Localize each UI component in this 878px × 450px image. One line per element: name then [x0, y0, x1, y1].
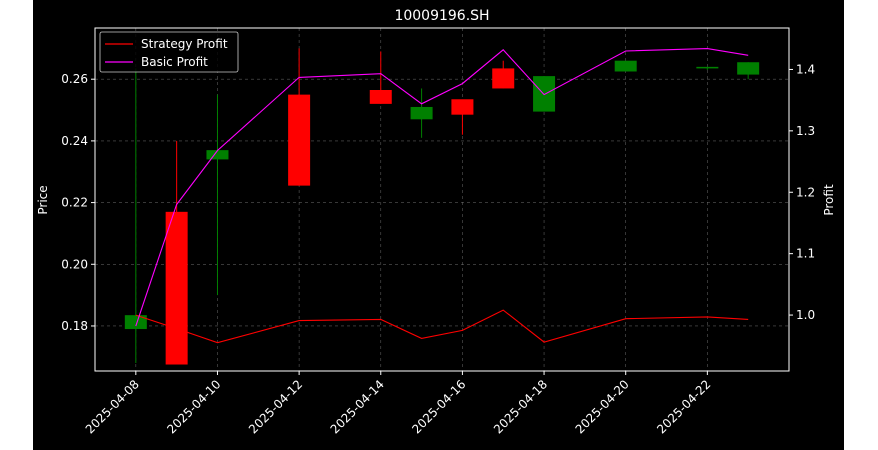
candles	[124, 48, 760, 365]
profit-lines	[135, 48, 749, 344]
y-tick-label: 0.22	[61, 196, 88, 210]
legend-strategy-label: Strategy Profit	[141, 37, 228, 51]
y2-tick-label: 1.0	[796, 308, 815, 322]
y-axis-label: Price	[36, 185, 50, 214]
x-tick-label: 2025-04-22	[654, 377, 713, 436]
y2-tick-label: 1.3	[796, 124, 815, 138]
x-tick-label: 2025-04-20	[573, 377, 632, 436]
candle-body	[288, 94, 311, 186]
candle-body	[614, 60, 637, 72]
candlestick-chart: 10009196.SH 2025-04-08 2025-04-10 2025-04-…	[36, 8, 836, 436]
candle-body	[696, 66, 719, 69]
grid	[95, 28, 789, 371]
y-tick-label: 0.24	[61, 134, 88, 148]
basic-profit-line	[135, 48, 749, 327]
x-tick-label: 2025-04-08	[83, 377, 142, 436]
candle-body	[737, 62, 760, 75]
x-tick-label: 2025-04-14	[328, 377, 387, 436]
chart-title: 10009196.SH	[394, 8, 489, 24]
plot-area-border	[94, 27, 790, 372]
y2-tick-label: 1.4	[796, 62, 815, 76]
candle-body	[369, 89, 392, 104]
x-tick-label: 2025-04-12	[246, 377, 305, 436]
y-tick-label: 0.26	[61, 72, 88, 86]
y2-tick-label: 1.2	[796, 185, 815, 199]
y-tick-label: 0.18	[61, 319, 88, 333]
candle-body	[165, 211, 188, 365]
candle-body	[206, 150, 229, 160]
legend-box	[99, 31, 239, 73]
chart-frame: 10009196.SH 2025-04-08 2025-04-10 2025-04-…	[33, 0, 844, 450]
legend-basic-label: Basic Profit	[141, 55, 208, 69]
strategy-profit-line	[135, 309, 749, 344]
candle-body	[124, 315, 147, 330]
x-tick-label: 2025-04-18	[491, 377, 550, 436]
candle-body	[410, 106, 433, 120]
candle-body	[451, 99, 474, 115]
candle-body	[492, 68, 515, 89]
x-tick-label: 2025-04-16	[409, 377, 468, 436]
x-tick-label: 2025-04-10	[164, 377, 223, 436]
y2-tick-label: 1.1	[796, 247, 815, 261]
y-tick-label: 0.20	[61, 257, 88, 271]
legend: Strategy Profit Basic Profit	[99, 31, 239, 73]
y2-axis-label: Profit	[822, 184, 836, 216]
